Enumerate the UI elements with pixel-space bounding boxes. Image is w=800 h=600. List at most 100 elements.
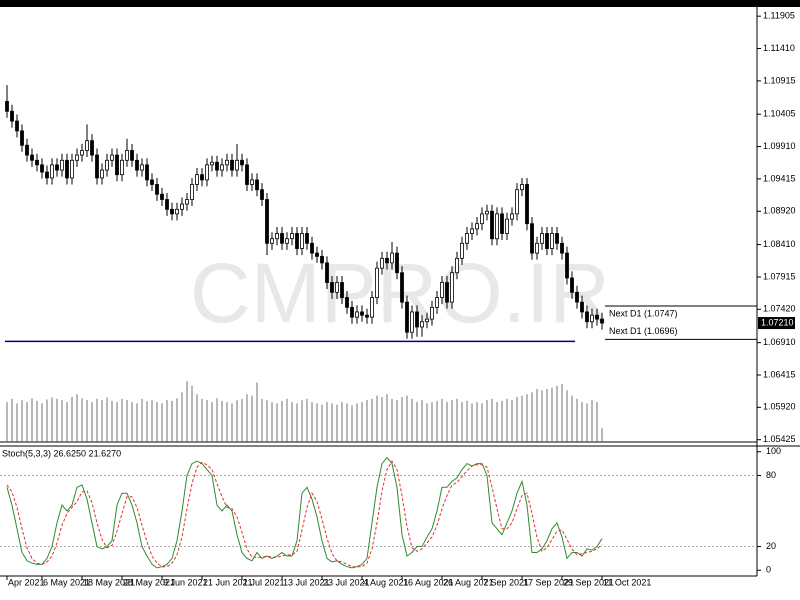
candle-body: [580, 301, 584, 313]
candle-body: [400, 272, 404, 303]
x-tick-label: 18 May 2021: [83, 577, 135, 587]
last-price-box: [758, 317, 795, 330]
y-tick-label: 1.11410: [763, 43, 795, 53]
candle-body: [65, 159, 69, 179]
candle-body: [385, 257, 389, 264]
candle-body: [525, 184, 529, 225]
candle-body: [265, 199, 269, 244]
candle-body: [395, 252, 399, 274]
candle-body: [460, 242, 464, 259]
candle-body: [200, 174, 204, 181]
candle-body: [555, 233, 559, 244]
candle-body: [560, 242, 564, 254]
candle-body: [365, 314, 369, 318]
candle-body: [360, 311, 364, 316]
candle-body: [550, 233, 554, 249]
candle-body: [15, 120, 19, 132]
candle-body: [515, 189, 519, 215]
x-tick-label: 21 Jun 2021: [203, 577, 253, 587]
candle-body: [450, 272, 454, 303]
candle-body: [140, 164, 144, 171]
candle-body: [230, 159, 234, 171]
x-tick-label: 26 Aug 2021: [443, 577, 494, 587]
candle-body: [275, 233, 279, 240]
y-tick-label: 1.06415: [763, 369, 796, 379]
candle-body: [110, 154, 114, 161]
y-tick-label: 80: [766, 470, 776, 480]
y-tick-label: 100: [766, 446, 781, 456]
candle-body: [180, 203, 184, 210]
candle-body: [510, 213, 514, 220]
candle-body: [280, 233, 284, 244]
candle-body: [600, 318, 604, 324]
candle-body: [195, 174, 199, 185]
candle-body: [475, 223, 479, 230]
candle-body: [40, 164, 44, 173]
candle-body: [535, 242, 539, 254]
y-tick-label: 1.05920: [763, 402, 796, 412]
candle-body: [390, 252, 394, 264]
candle-body: [255, 179, 259, 191]
candle-body: [160, 193, 164, 200]
x-tick-label: 23 Jul 2021: [323, 577, 370, 587]
candle-body: [445, 282, 449, 303]
candle-body: [340, 282, 344, 298]
candle-body: [35, 159, 39, 166]
candle-body: [335, 282, 339, 293]
candle-body: [290, 233, 294, 240]
x-tick-label: 16 Aug 2021: [403, 577, 454, 587]
candle-body: [305, 233, 309, 244]
candle-body: [435, 297, 439, 308]
indicator-title: Stoch(5,3,3) 26.6250 21.6270: [2, 448, 121, 458]
candle-body: [135, 159, 139, 171]
candle-body: [520, 184, 524, 191]
candle-body: [545, 233, 549, 249]
candle-body: [490, 210, 494, 240]
candle-body: [415, 311, 419, 328]
candle-body: [575, 291, 579, 303]
candle-body: [355, 311, 359, 318]
candle-body: [320, 255, 324, 264]
x-tick-label: 28 May 2021: [123, 577, 175, 587]
y-tick-label: 1.11905: [763, 11, 795, 21]
candle-body: [285, 238, 289, 244]
candle-body: [425, 318, 429, 323]
candle-body: [310, 242, 314, 254]
y-tick-label: 1.05425: [763, 434, 796, 444]
y-tick-label: 1.08920: [763, 206, 796, 216]
candle-body: [590, 314, 594, 323]
stoch-line: [6, 460, 603, 568]
candle-body: [50, 164, 54, 179]
candle-body: [295, 233, 299, 249]
candle-body: [380, 257, 384, 269]
x-tick-label: 9 Jun 2021: [163, 577, 208, 587]
candle-body: [165, 199, 169, 210]
x-tick-label: 6 May 2021: [43, 577, 90, 587]
candle-body: [60, 159, 64, 171]
candle-body: [210, 161, 214, 166]
x-tick-label: 29 Sep 2021: [563, 577, 614, 587]
candle-body: [480, 213, 484, 225]
candle-body: [30, 154, 34, 161]
stoch-line: [6, 456, 603, 569]
candle-body: [485, 210, 489, 215]
candle-body: [95, 154, 99, 179]
candle-body: [75, 154, 79, 161]
y-tick-label: 1.07915: [763, 271, 796, 281]
candle-body: [330, 282, 334, 293]
candle-body: [190, 184, 194, 200]
candle-body: [120, 159, 124, 176]
level-label: Next D1 (1.0696): [609, 326, 678, 336]
x-tick-label: 4 Aug 2021: [363, 577, 409, 587]
candle-body: [570, 277, 574, 293]
y-tick-label: 1.10915: [763, 75, 796, 85]
candle-body: [185, 199, 189, 205]
candle-body: [55, 164, 59, 171]
candle-body: [80, 150, 84, 156]
y-tick-label: 0: [766, 565, 771, 575]
candle-body: [70, 159, 74, 179]
candle-body: [45, 171, 49, 179]
candle-body: [455, 257, 459, 274]
y-tick-label: 1.10405: [763, 109, 796, 119]
